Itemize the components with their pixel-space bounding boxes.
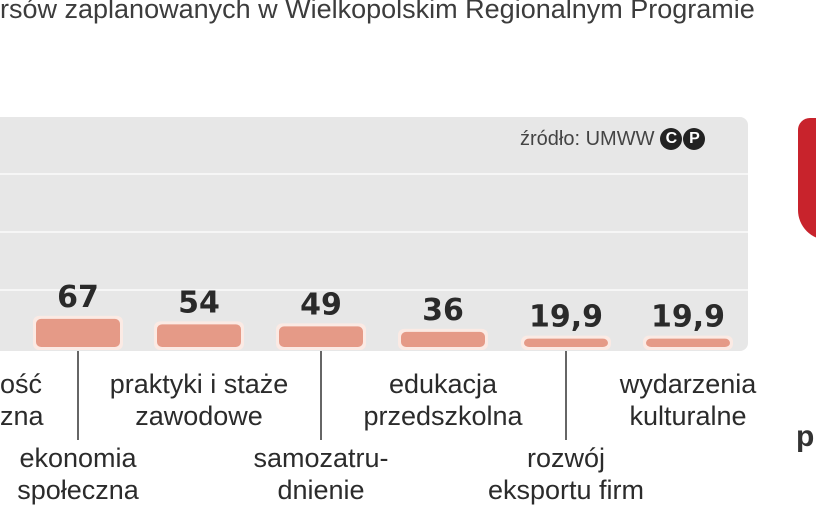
category-label-line: ekonomia xyxy=(19,443,137,473)
bar-3 xyxy=(279,326,363,347)
category-label-line: rozwój xyxy=(526,443,606,473)
bar-value-label-3: 49 xyxy=(300,287,342,322)
category-label-line: społeczna xyxy=(17,475,139,505)
category-label-line: praktyki i staże xyxy=(109,369,289,399)
category-label-5: rozwój eksportu firm xyxy=(488,442,644,506)
category-label-1: ekonomia społeczna xyxy=(17,442,139,506)
chart-panel xyxy=(0,117,748,351)
bar-6 xyxy=(646,338,730,347)
category-label-line: zna xyxy=(0,401,44,431)
bar-value-label-1: 67 xyxy=(57,280,99,315)
category-label-4: edukacja przedszkolna xyxy=(363,368,522,432)
category-label-line: edukacja xyxy=(388,369,498,399)
category-label-0: ość zna xyxy=(0,368,44,432)
category-label-line: samozatru- xyxy=(253,443,389,473)
category-label-line: kulturalne xyxy=(629,401,747,431)
copyright-p: P xyxy=(683,128,706,150)
bar-2 xyxy=(157,324,241,347)
category-label-line: zawodowe xyxy=(135,401,263,431)
edge-letter: p xyxy=(796,420,815,453)
bar-value-label-4: 36 xyxy=(422,293,464,328)
bar-value-label-2: 54 xyxy=(178,285,220,320)
category-label-3: samozatru-dnienie xyxy=(253,442,388,506)
red-accent-shape xyxy=(798,118,816,240)
source-note: źródło: UMWW C P xyxy=(520,125,706,153)
category-label-2: praktyki i staże zawodowe xyxy=(110,368,289,432)
chart-title-fragment: rsów zaplanowanych w Wielkopolskim Regio… xyxy=(0,0,755,24)
bar-1 xyxy=(36,318,120,347)
category-label-6: wydarzenia kulturalne xyxy=(620,368,757,432)
bar-4 xyxy=(401,331,485,347)
bar-value-label-5: 19,9 xyxy=(529,300,603,335)
category-label-line: przedszkolna xyxy=(363,401,523,431)
bar-5 xyxy=(524,338,608,347)
category-label-line: dnienie xyxy=(277,475,365,505)
copyright-c: C xyxy=(660,128,683,150)
category-label-line: ość xyxy=(0,369,43,399)
bar-value-label-6: 19,9 xyxy=(651,300,725,335)
source-text: źródło: UMWW xyxy=(520,127,655,150)
copyright-mark-icon: C P xyxy=(660,128,706,150)
category-label-line: wydarzenia xyxy=(619,369,757,399)
category-label-line: eksportu firm xyxy=(487,475,645,505)
